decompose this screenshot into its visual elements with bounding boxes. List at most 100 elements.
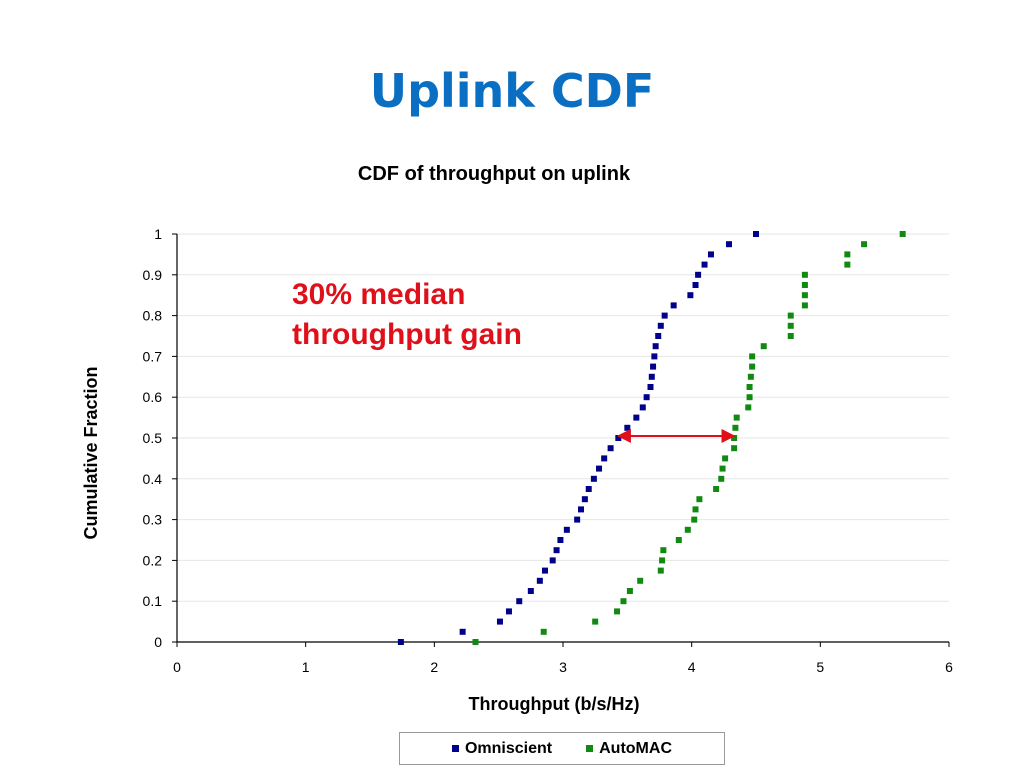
omniscient-point [687,292,694,299]
automac-point [722,455,729,462]
automac-point [749,363,756,370]
omniscient-point [585,486,592,492]
slide-title: Uplink CDF [369,64,655,118]
y-tick-label: 0.8 [143,308,163,324]
y-tick-label: 0.1 [143,593,163,609]
automac-point [719,465,726,472]
y-tick-label: 0.9 [143,267,163,283]
omniscient-point [692,282,699,288]
x-axis-label: Throughput (b/s/Hz) [469,694,640,714]
omniscient-point [670,302,677,309]
automac-point [731,445,738,452]
omniscient-point [563,526,570,533]
omniscient-point [624,424,631,431]
omniscient-point [516,598,523,605]
omniscient-point [657,322,664,329]
automac-point [801,282,808,288]
omniscient-point [541,567,548,574]
chart-title: CDF of throughput on uplink [358,163,631,185]
automac-point [745,404,752,411]
x-tick-label: 4 [688,659,696,675]
automac-point [844,251,851,258]
annotation-line-2: throughput gain [292,318,522,351]
legend-swatch-omniscient [451,745,459,752]
omniscient-point [651,353,658,360]
omniscient-point [607,445,614,452]
omniscient-point [505,608,512,615]
omniscient-point [643,394,650,401]
automac-point [692,506,699,513]
automac-point [691,516,698,523]
omniscient-point [639,404,646,411]
automac-point [637,577,644,584]
automac-point [861,241,868,248]
legend-label-omniscient: Omniscient [464,739,553,757]
y-tick-label: 0.2 [143,552,163,568]
y-tick-label: 0.7 [143,348,163,364]
omniscient-point [650,363,657,370]
automac-point [749,353,756,360]
automac-point [718,475,725,482]
omniscient-point [707,251,714,258]
omniscient-point [536,577,543,584]
automac-point [787,312,794,319]
automac-point [801,271,808,278]
automac-point [733,414,740,421]
y-tick-label: 0.5 [143,430,163,446]
y-axis-label: Cumulative Fraction [81,366,101,539]
automac-point [657,567,664,574]
omniscient-point [581,496,588,503]
omniscient-point [574,516,581,523]
x-tick-label: 0 [173,659,181,675]
omniscient-point [496,618,503,625]
automac-point [472,639,479,645]
automac-point [787,333,794,339]
omniscient-point [695,271,702,278]
automac-point [844,261,851,268]
omniscient-point [655,333,662,339]
y-tick-label: 0 [154,634,162,650]
chart-legend: Omniscient AutoMAC [399,732,725,765]
omniscient-point [590,475,597,482]
automac-point [746,384,753,390]
automac-point [713,486,720,492]
x-tick-label: 6 [945,659,953,675]
legend-item-automac: AutoMAC [586,740,672,758]
automac-point [696,496,703,503]
omniscient-point [661,312,668,319]
omniscient-point [647,384,654,390]
omniscient-point [648,373,655,380]
automac-point [760,343,767,350]
y-tick-label: 0.6 [143,389,163,405]
omniscient-point [553,547,560,554]
legend-label-automac: AutoMAC [599,739,672,757]
x-tick-label: 1 [302,659,310,675]
automac-point [675,537,682,543]
omniscient-point [459,628,466,635]
omniscient-point [527,588,534,594]
legend-item-omniscient: Omniscient [451,739,553,758]
omniscient-point [596,465,603,472]
x-tick-label: 2 [430,659,438,675]
automac-point [801,292,808,299]
omniscient-point [557,537,564,543]
automac-point [746,394,753,401]
annotation-line-1: 30% median [292,278,465,311]
y-tick-label: 0.3 [143,512,163,528]
omniscient-point [633,414,640,421]
automac-point [659,557,666,564]
legend-swatch-automac [586,745,594,752]
omniscient-point [652,343,659,350]
automac-point [592,618,599,625]
automac-point [626,588,633,594]
omniscient-point [601,455,608,462]
automac-point [540,628,547,635]
automac-point [787,322,794,329]
automac-point [747,373,754,380]
y-tick-label: 1 [154,226,162,242]
omniscient-point [725,241,732,248]
omniscient-point [753,231,759,237]
omniscient-point [701,261,708,268]
y-tick-label: 0.4 [143,471,163,487]
